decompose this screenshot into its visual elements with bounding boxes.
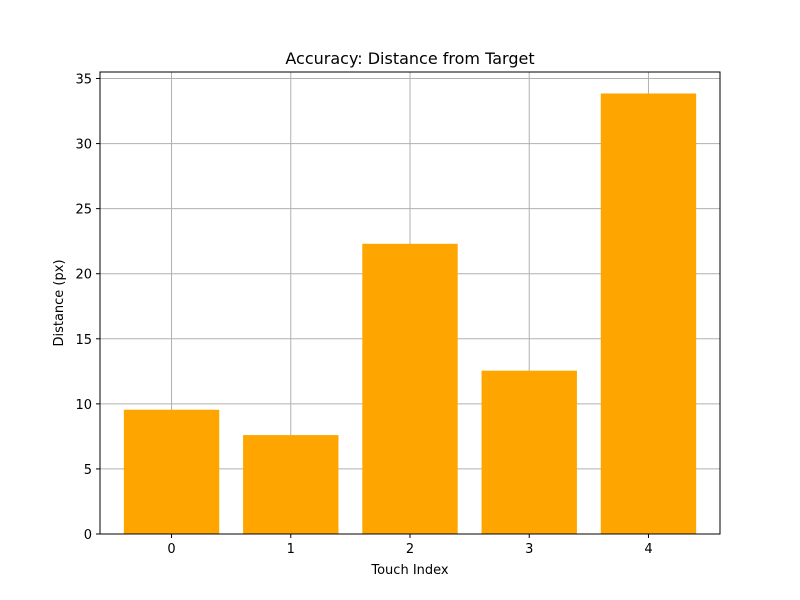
y-tick-label: 25 [75,203,92,218]
y-tick-label: 5 [84,463,92,478]
x-tick-label: 1 [287,542,295,557]
bars [123,93,697,534]
x-tick-label: 2 [406,542,414,557]
y-axis-label: Distance (px) [52,259,67,346]
x-tick-label: 4 [644,542,652,557]
x-axis-label: Touch Index [370,563,449,578]
y-tick-label: 15 [75,333,92,348]
y-axis-ticks: 0 5 10 15 20 25 30 35 [75,73,100,543]
chart-title: Accuracy: Distance from Target [285,49,534,68]
bar-1 [243,435,339,534]
x-tick-label: 3 [525,542,533,557]
y-tick-label: 0 [84,528,92,543]
y-tick-label: 10 [75,398,92,413]
bar-0 [123,409,220,534]
bar-2 [362,243,458,534]
x-tick-label: 0 [167,542,175,557]
bar-4 [600,93,697,534]
y-tick-label: 30 [75,138,92,153]
y-tick-label: 20 [75,268,92,283]
x-axis-ticks: 0 1 2 3 4 [167,534,653,557]
bar-3 [481,370,577,534]
y-tick-label: 35 [75,73,92,88]
